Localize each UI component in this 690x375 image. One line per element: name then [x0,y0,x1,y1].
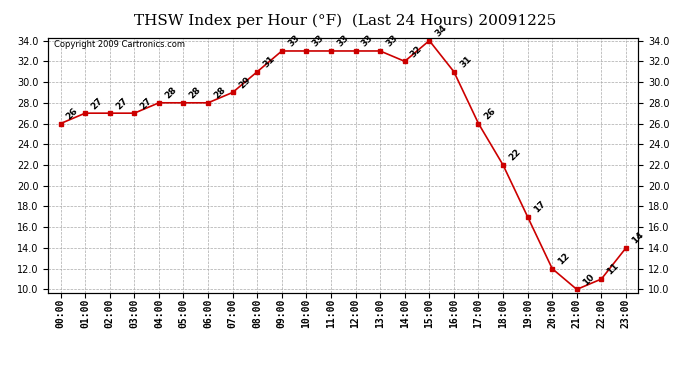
Text: 34: 34 [433,23,448,39]
Text: 10: 10 [581,272,596,287]
Text: 26: 26 [65,106,80,122]
Text: Copyright 2009 Cartronics.com: Copyright 2009 Cartronics.com [55,40,185,49]
Text: THSW Index per Hour (°F)  (Last 24 Hours) 20091225: THSW Index per Hour (°F) (Last 24 Hours)… [134,13,556,27]
Text: 26: 26 [482,106,498,122]
Text: 27: 27 [114,96,129,111]
Text: 28: 28 [213,86,228,100]
Text: 33: 33 [359,34,375,49]
Text: 22: 22 [507,148,522,163]
Text: 33: 33 [335,34,351,49]
Text: 31: 31 [458,54,473,69]
Text: 12: 12 [556,251,571,267]
Text: 32: 32 [409,44,424,59]
Text: 11: 11 [606,262,621,277]
Text: 17: 17 [532,200,547,214]
Text: 27: 27 [139,96,154,111]
Text: 31: 31 [262,54,277,69]
Text: 33: 33 [384,34,400,49]
Text: 28: 28 [163,86,178,100]
Text: 33: 33 [310,34,326,49]
Text: 29: 29 [237,75,252,90]
Text: 28: 28 [188,86,203,100]
Text: 27: 27 [89,96,105,111]
Text: 14: 14 [630,231,645,246]
Text: 33: 33 [286,34,302,49]
